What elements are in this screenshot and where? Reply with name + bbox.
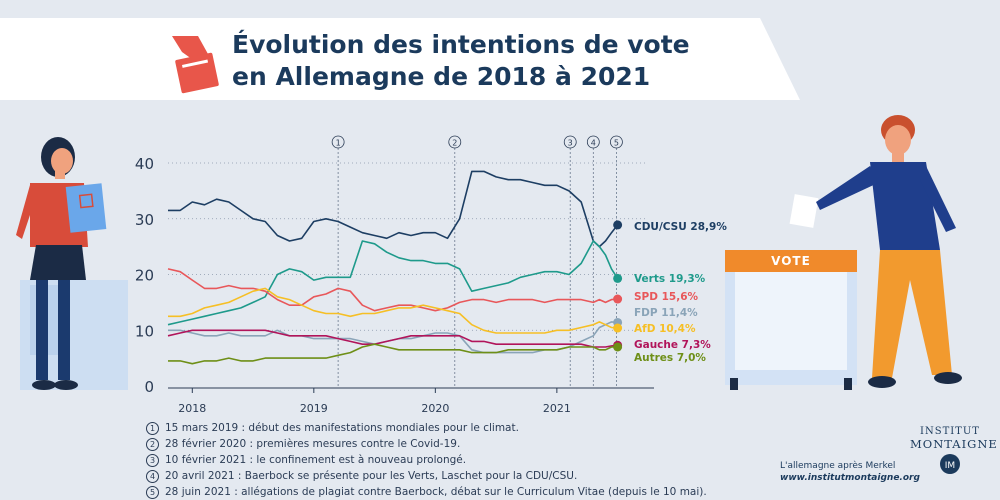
footnote-number: 1 — [146, 421, 159, 435]
series-label: Autres 7,0% — [634, 352, 706, 364]
footnote-number: 4 — [146, 469, 159, 483]
svg-text:IM: IM — [945, 461, 955, 471]
footnote-text: 10 février 2021 : le confinement est à n… — [165, 454, 467, 466]
institut-montaigne-logo: INSTITUT MONTAIGNE IM — [910, 426, 998, 479]
series-label: SPD 15,6% — [634, 291, 699, 303]
footnote-number: 2 — [146, 437, 159, 451]
footnote-text: 28 juin 2021 : allégations de plagiat co… — [165, 486, 707, 498]
series-line-verts — [167, 240, 619, 326]
event-number: 3 — [568, 139, 573, 148]
series-label: FDP 11,4% — [634, 307, 698, 319]
brand-series: L'allemagne après Merkel — [780, 461, 896, 471]
line-chart: 1 2 3 4 5 CDU/CSU 28,9% Verts 19,3% SPD 15,6% F… — [135, 135, 727, 415]
logo-emblem-icon: IM — [940, 454, 960, 474]
series-endpoint — [613, 342, 623, 352]
y-tick-label: 30 — [135, 211, 154, 229]
event-marker — [610, 135, 623, 149]
ballot-box-label-bg — [725, 250, 857, 272]
woman-illustration — [16, 137, 128, 390]
x-tick-label: 2018 — [178, 402, 206, 415]
footnote-text: 20 avril 2021 : Baerbock se présente pou… — [165, 470, 578, 482]
series-endpoint — [613, 294, 623, 304]
event-number: 5 — [614, 139, 619, 148]
event-marker — [331, 135, 345, 149]
brand-url[interactable]: www.institutmontaigne.org — [780, 473, 920, 483]
series-line-cducsu — [168, 170, 619, 248]
event-marker — [563, 135, 577, 149]
footnote-3: 3 10 février 2021 : le confinement est à … — [146, 452, 707, 468]
event-number: 4 — [591, 139, 596, 148]
footnote-text: 15 mars 2019 : début des manifestations … — [165, 422, 519, 434]
series-endpoint — [613, 273, 623, 283]
brand-credit: L'allemagne après Merkel www.institutmon… — [780, 460, 920, 484]
series-endpoint — [613, 220, 623, 230]
x-tick-label: 2021 — [543, 402, 571, 415]
series-label: AfD 10,4% — [634, 323, 696, 335]
footnote-2: 2 28 février 2020 : premières mesures con… — [146, 436, 707, 452]
x-tick-label: 2020 — [421, 402, 449, 415]
title-line-1: Évolution des intentions de vote — [232, 30, 690, 59]
series-endpoint — [613, 323, 623, 333]
title-banner — [0, 18, 800, 100]
series-label: CDU/CSU 28,9% — [634, 221, 727, 233]
y-tick-label: 20 — [135, 267, 154, 285]
series-line-gauche — [167, 329, 618, 348]
series-line-spd — [167, 268, 618, 312]
man-illustration — [725, 115, 962, 390]
footnote-4: 4 20 avril 2021 : Baerbock se présente po… — [146, 468, 707, 484]
logo-line-1: INSTITUT — [920, 426, 980, 437]
y-tick-label: 40 — [135, 155, 154, 173]
logo-line-2: MONTAIGNE — [910, 437, 998, 451]
footnote-1: 1 15 mars 2019 : début des manifestations… — [146, 420, 707, 436]
footnote-number: 5 — [146, 485, 159, 499]
title-line-2: en Allemagne de 2018 à 2021 — [232, 62, 651, 91]
event-marker — [448, 135, 462, 149]
event-marker — [586, 135, 600, 149]
x-tick-label: 2019 — [300, 402, 328, 415]
series-line-autres — [168, 343, 618, 365]
y-tick-label: 0 — [144, 378, 154, 396]
event-number: 1 — [336, 139, 341, 148]
footnote-text: 28 février 2020 : premières mesures cont… — [165, 438, 461, 450]
footnotes: 1 15 mars 2019 : début des manifestations… — [146, 420, 707, 500]
series-line-afd — [168, 287, 618, 334]
footnote-number: 3 — [146, 453, 159, 467]
series-label: Verts 19,3% — [634, 273, 706, 285]
ballot-hand-icon — [172, 36, 219, 94]
ballot-box-label: VOTE — [771, 254, 811, 268]
event-number: 2 — [452, 139, 457, 148]
y-tick-label: 10 — [135, 322, 154, 340]
footnote-5: 5 28 juin 2021 : allégations de plagiat c… — [146, 484, 707, 500]
series-label: Gauche 7,3% — [634, 339, 711, 351]
